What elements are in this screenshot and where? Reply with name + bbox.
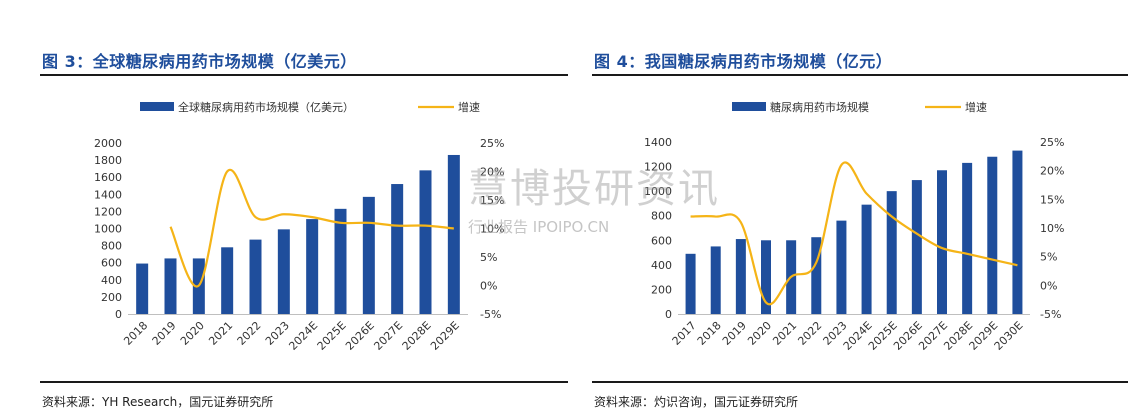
figure-3-source: 资料来源：YH Research，国元证券研究所: [42, 395, 274, 409]
bar-2030E: [1012, 150, 1023, 314]
category-label: 2027E: [371, 319, 405, 353]
legend-bar-swatch: [732, 102, 766, 111]
right-axis-tick-label: 5%: [480, 251, 497, 264]
figure-4-bottom-rule: [592, 381, 1128, 383]
bar-2028E: [962, 162, 973, 314]
figure-4-title: 图 4：我国糖尿病用药市场规模（亿元）: [594, 52, 893, 71]
right-axis-tick-label: 0%: [480, 280, 497, 293]
figure-4-panel: 图 4：我国糖尿病用药市场规模（亿元） 0 200 400 600 800 1000 120…: [592, 0, 1132, 418]
bar-2024E: [306, 219, 319, 314]
legend-line-label: 增速: [458, 100, 480, 114]
right-axis-tick-label: 25%: [1040, 136, 1064, 149]
left-axis-tick-label: 1800: [94, 154, 122, 167]
category-label: 2020: [178, 319, 207, 348]
left-axis-tick-label: 0: [665, 308, 672, 321]
category-label: 2021: [770, 319, 799, 348]
bar-2023: [277, 229, 290, 314]
left-axis-tick-label: 1200: [644, 161, 672, 174]
left-axis-tick-label: 800: [101, 240, 122, 253]
bar-2021: [221, 247, 234, 314]
right-axis-tick-label: 15%: [1040, 193, 1064, 206]
left-axis-tick-label: 1000: [644, 185, 672, 198]
right-axis-tick-label: 5%: [1040, 251, 1057, 264]
bar-2019: [735, 239, 746, 314]
global-diabetes-market-chart: 0 200 400 600 800 1000 1200 1400 1600 1800 2000 -5%…: [94, 100, 504, 353]
category-label: 2020: [745, 319, 774, 348]
bar-2027E: [391, 184, 404, 314]
left-axis-tick-label: 2000: [94, 137, 122, 150]
legend-bar-label: 糖尿病用药市场规模: [770, 100, 869, 114]
right-axis-tick-label: 10%: [480, 223, 504, 236]
legend-bar-swatch: [140, 102, 174, 111]
left-axis-tick-label: 200: [101, 291, 122, 304]
category-label: 2029E: [428, 319, 462, 353]
bar-2020: [761, 240, 771, 314]
bar-2024E: [861, 204, 872, 314]
left-axis-tick-label: 1400: [94, 188, 122, 201]
legend-line-label: 增速: [965, 100, 987, 114]
left-axis-tick-label: 1600: [94, 171, 122, 184]
left-axis-tick-label: 1400: [644, 136, 672, 149]
left-axis-tick-label: 400: [651, 259, 672, 272]
bar-2027E: [937, 170, 947, 314]
right-axis-tick-label: 10%: [1040, 222, 1064, 235]
growth-rate-line: [169, 168, 454, 288]
bar-2023: [836, 220, 847, 314]
figure-4-top-rule: [592, 74, 1128, 76]
figure-3-panel: 图 3：全球糖尿病用药市场规模（亿美元） 0 200 400 600 800 1000 12…: [40, 0, 570, 418]
bar-2022: [811, 237, 822, 314]
category-label: 2021: [206, 319, 235, 348]
right-axis-tick-label: -5%: [480, 308, 501, 321]
figure-3-bottom-rule: [40, 381, 568, 383]
left-axis-tick-label: 400: [101, 274, 122, 287]
bar-2025E: [334, 208, 347, 314]
bar-2025E: [886, 191, 897, 314]
category-label: 2017: [670, 319, 699, 348]
left-axis-tick-label: 200: [651, 283, 672, 296]
bar-2018: [136, 263, 149, 314]
category-label: 2022: [235, 319, 264, 348]
category-label: 2028E: [400, 319, 434, 353]
bar-2017: [685, 253, 696, 314]
right-axis-tick-label: 20%: [1040, 165, 1064, 178]
bar-2019: [164, 258, 177, 314]
left-axis-tick-label: 1200: [94, 205, 122, 218]
bar-2026E: [911, 180, 922, 314]
left-axis-tick-label: 800: [651, 210, 672, 223]
left-axis-tick-label: 600: [101, 257, 122, 270]
category-label: 2019: [720, 319, 749, 348]
bar-2022: [249, 239, 262, 314]
category-label: 2024E: [286, 319, 320, 353]
right-axis-tick-label: 15%: [480, 194, 504, 207]
growth-rate-line: [690, 161, 1018, 306]
china-diabetes-market-chart: 0 200 400 600 800 1000 1200 1400 -5% 0% 5% 10% 15% 20…: [644, 100, 1064, 353]
category-label: 2030E: [992, 319, 1026, 353]
left-axis-tick-label: 0: [115, 308, 122, 321]
category-label: 2026E: [343, 319, 377, 353]
bar-2029E: [447, 154, 460, 314]
figure-3-title: 图 3：全球糖尿病用药市场规模（亿美元）: [42, 52, 357, 71]
category-label: 2018: [695, 319, 724, 348]
figure-3-top-rule: [40, 74, 568, 76]
figure-4-source: 资料来源：灼识咨询，国元证券研究所: [594, 395, 799, 409]
bar-2018: [710, 246, 721, 314]
right-axis-tick-label: 25%: [480, 137, 504, 150]
category-label: 2019: [150, 319, 179, 348]
left-axis-tick-label: 1000: [94, 223, 122, 236]
bar-2026E: [362, 196, 375, 314]
legend-bar-label: 全球糖尿病用药市场规模（亿美元）: [178, 100, 354, 114]
right-axis-tick-label: 0%: [1040, 279, 1057, 292]
right-axis-tick-label: 20%: [480, 166, 504, 179]
right-axis-tick-label: -5%: [1040, 308, 1061, 321]
category-label: 2018: [121, 319, 150, 348]
bar-2028E: [419, 170, 432, 314]
category-label: 2025E: [315, 319, 349, 353]
bar-2029E: [987, 156, 998, 314]
category-label: 2022: [795, 319, 824, 348]
left-axis-tick-label: 600: [651, 234, 672, 247]
